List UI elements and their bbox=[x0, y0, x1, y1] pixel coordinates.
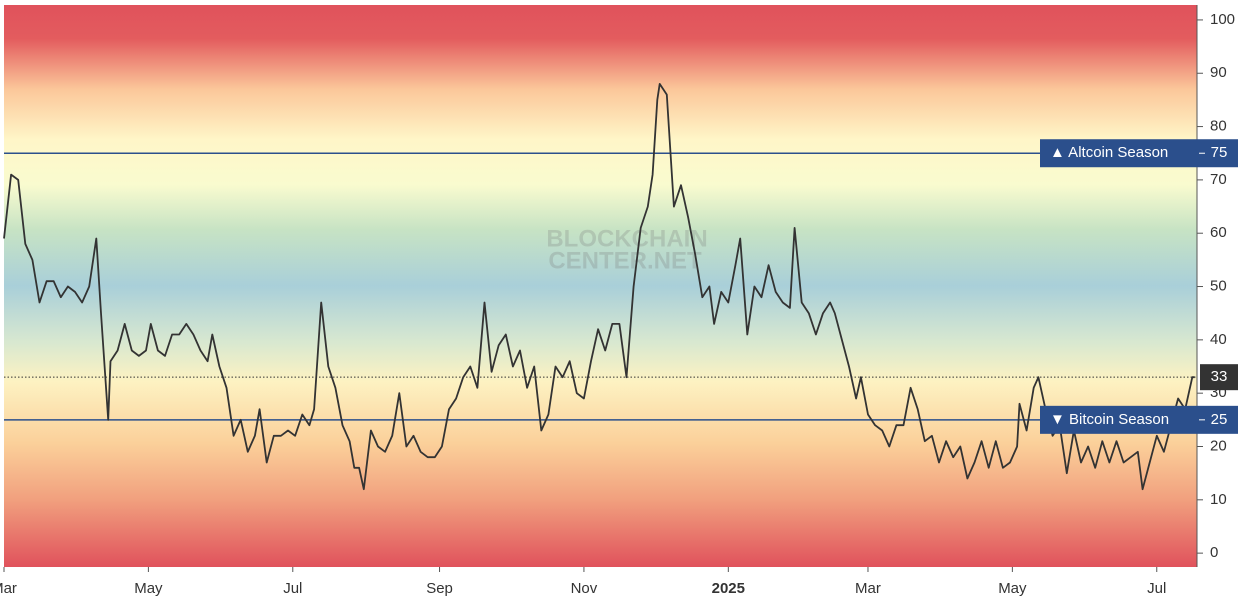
x-tick-label: May bbox=[134, 580, 163, 597]
x-tick-label: Mar bbox=[855, 580, 881, 597]
y-tick-label: 0 bbox=[1210, 544, 1218, 561]
x-tick-label: 2025 bbox=[712, 580, 745, 597]
y-tick-label: 60 bbox=[1210, 224, 1227, 241]
reference-label: ▼ Bitcoin Season 25 bbox=[1040, 405, 1238, 434]
x-tick-label: Jul bbox=[283, 580, 302, 597]
y-tick-label: 70 bbox=[1210, 171, 1227, 188]
reference-value-label: 75 bbox=[1211, 144, 1228, 161]
y-tick-label: 10 bbox=[1210, 491, 1227, 508]
x-tick-label: Sep bbox=[426, 580, 453, 597]
current-value-box bbox=[1200, 364, 1238, 391]
plot-background bbox=[4, 5, 1197, 567]
y-tick-label: 20 bbox=[1210, 437, 1227, 454]
reference-value-label: 25 bbox=[1211, 411, 1228, 428]
x-tick-label: Jul bbox=[1147, 580, 1166, 597]
x-tick-label: Nov bbox=[571, 580, 598, 597]
watermark-text: CENTER.NET bbox=[548, 247, 702, 274]
watermark-text: BLOCKCHAIN bbox=[546, 225, 707, 252]
y-tick-label: 40 bbox=[1210, 331, 1227, 348]
reference-label-text: ▲ Altcoin Season bbox=[1050, 144, 1168, 161]
y-tick-label: 50 bbox=[1210, 278, 1227, 295]
data-line bbox=[3, 83, 1195, 491]
y-tick-label: 90 bbox=[1210, 64, 1227, 81]
y-tick-label: 100 bbox=[1210, 11, 1235, 28]
x-tick-label: May bbox=[998, 580, 1027, 597]
y-tick-label: 80 bbox=[1210, 118, 1227, 135]
reference-label-text: ▼ Bitcoin Season bbox=[1050, 411, 1169, 428]
x-tick-label: Mar bbox=[0, 580, 17, 597]
watermark: BLOCKCHAIN CENTER.NET bbox=[546, 225, 707, 274]
reference-label: ▲ Altcoin Season 75 bbox=[1040, 139, 1238, 168]
current-value-label: 33 bbox=[1211, 368, 1228, 385]
